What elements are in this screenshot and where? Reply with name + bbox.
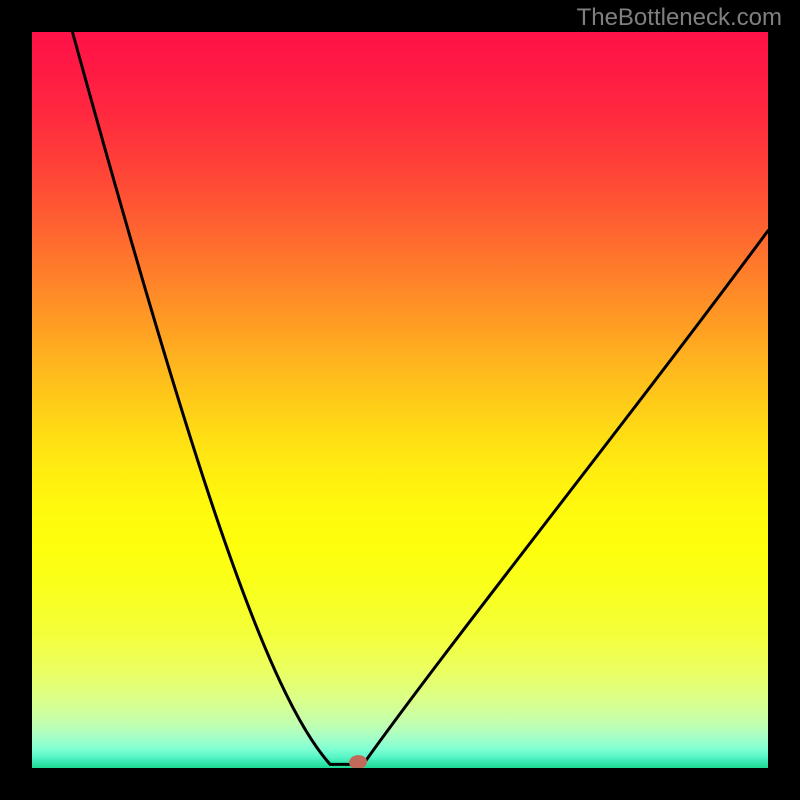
watermark-text: TheBottleneck.com [577,4,782,32]
plot-svg [32,32,768,768]
canvas: TheBottleneck.com [0,0,800,800]
plot-background [32,32,768,768]
bottleneck-plot [32,32,768,768]
